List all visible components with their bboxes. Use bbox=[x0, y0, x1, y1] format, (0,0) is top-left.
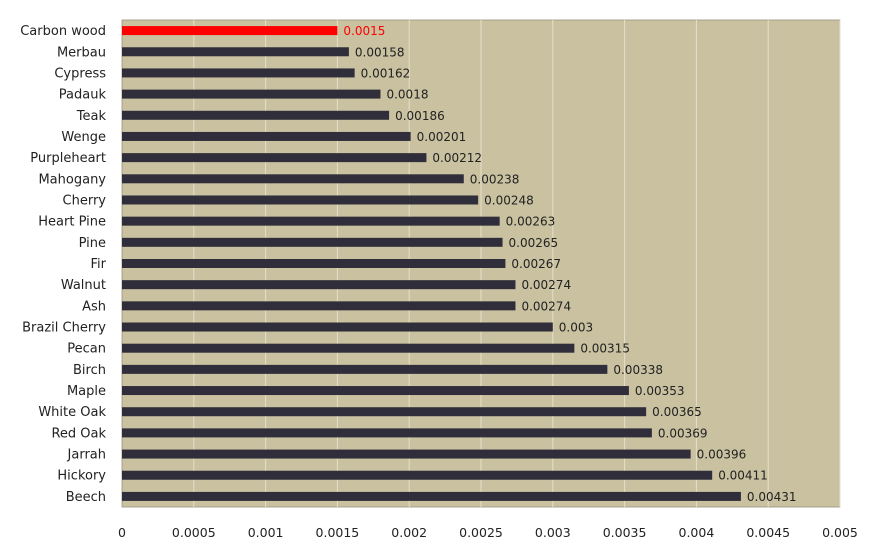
bar bbox=[122, 153, 427, 163]
bar bbox=[122, 386, 629, 396]
data-label: 0.00212 bbox=[432, 151, 482, 165]
category-label: Carbon wood bbox=[20, 24, 106, 39]
data-label: 0.00158 bbox=[355, 45, 405, 59]
x-tick-label: 0.003 bbox=[535, 525, 571, 540]
bar bbox=[122, 216, 500, 226]
bar bbox=[122, 491, 741, 501]
bar bbox=[122, 428, 652, 438]
data-label: 0.00274 bbox=[521, 299, 571, 313]
category-label: Wenge bbox=[61, 130, 106, 145]
data-label: 0.00431 bbox=[747, 490, 797, 504]
category-label: Mahogany bbox=[38, 172, 106, 187]
category-label: Pine bbox=[79, 236, 106, 251]
category-label: Cypress bbox=[54, 66, 106, 81]
category-label: Brazil Cherry bbox=[22, 321, 106, 336]
x-tick-label: 0.002 bbox=[391, 525, 427, 540]
x-tick-label: 0.0045 bbox=[746, 525, 790, 540]
category-label: White Oak bbox=[38, 405, 106, 420]
data-label: 0.00338 bbox=[613, 363, 663, 377]
bar bbox=[122, 364, 608, 374]
category-label: Beech bbox=[66, 490, 106, 505]
data-label: 0.00186 bbox=[395, 109, 445, 123]
bar bbox=[122, 343, 575, 353]
bar bbox=[122, 322, 553, 332]
category-label: Fir bbox=[91, 257, 107, 272]
data-label: 0.00274 bbox=[521, 278, 571, 292]
bar-highlighted bbox=[122, 26, 338, 36]
data-labels: 0.0015 0.00158 0.00162 0.0018 0.00186 0.00201… bbox=[343, 24, 796, 504]
category-label: Birch bbox=[73, 363, 106, 378]
bar bbox=[122, 131, 411, 141]
bar bbox=[122, 237, 503, 247]
data-label: 0.00162 bbox=[361, 66, 411, 80]
bar bbox=[122, 110, 390, 120]
bar bbox=[122, 174, 464, 184]
data-label: 0.00396 bbox=[697, 448, 747, 462]
category-label: Jarrah bbox=[67, 448, 106, 463]
category-label: Walnut bbox=[61, 278, 106, 293]
data-label: 0.003 bbox=[559, 321, 593, 335]
x-tick-label: 0.0015 bbox=[316, 525, 360, 540]
category-label: Cherry bbox=[63, 193, 107, 208]
x-tick-label: 0.0005 bbox=[172, 525, 216, 540]
data-label: 0.00353 bbox=[635, 384, 685, 398]
data-label: 0.0018 bbox=[386, 88, 428, 102]
bar bbox=[122, 89, 381, 99]
category-labels: Carbon wood Merbau Cypress Padauk Teak Wenge P… bbox=[20, 24, 106, 505]
category-label: Purpleheart bbox=[30, 151, 106, 166]
x-tick-label: 0.0025 bbox=[459, 525, 503, 540]
x-tick-label: 0.005 bbox=[822, 525, 858, 540]
bar bbox=[122, 47, 349, 57]
bar bbox=[122, 301, 516, 311]
data-label: 0.00369 bbox=[658, 426, 708, 440]
data-label: 0.00315 bbox=[580, 342, 630, 356]
gridlines bbox=[193, 20, 841, 507]
data-label: 0.00201 bbox=[417, 130, 467, 144]
x-axis-tick-labels: 0 0.0005 0.001 0.0015 0.002 0.0025 0.003 0.0035… bbox=[118, 525, 858, 540]
category-label: Ash bbox=[82, 299, 106, 314]
bar bbox=[122, 470, 713, 480]
x-tick-label: 0.0035 bbox=[603, 525, 647, 540]
x-tick-label: 0.001 bbox=[248, 525, 284, 540]
category-label: Red Oak bbox=[51, 426, 106, 441]
category-label: Hickory bbox=[57, 469, 106, 484]
x-tick-label: 0 bbox=[118, 525, 126, 540]
category-label: Padauk bbox=[59, 88, 107, 103]
data-label: 0.00263 bbox=[506, 215, 556, 229]
data-label: 0.00411 bbox=[718, 469, 768, 483]
data-label: 0.00365 bbox=[652, 405, 702, 419]
category-label: Heart Pine bbox=[38, 215, 106, 230]
bar bbox=[122, 195, 479, 205]
x-tick-label: 0.004 bbox=[679, 525, 715, 540]
data-label: 0.0015 bbox=[343, 24, 385, 38]
data-label: 0.00267 bbox=[511, 257, 561, 271]
bar bbox=[122, 280, 516, 290]
bar bbox=[122, 259, 506, 268]
category-label: Maple bbox=[67, 384, 106, 399]
bars bbox=[122, 26, 741, 501]
bar bbox=[122, 449, 691, 459]
bar bbox=[122, 68, 355, 78]
category-label: Merbau bbox=[57, 45, 106, 60]
data-label: 0.00238 bbox=[470, 172, 520, 186]
data-label: 0.00248 bbox=[484, 193, 534, 207]
category-label: Pecan bbox=[67, 342, 106, 357]
data-label: 0.00265 bbox=[509, 236, 559, 250]
bar bbox=[122, 407, 647, 417]
category-label: Teak bbox=[76, 109, 107, 124]
